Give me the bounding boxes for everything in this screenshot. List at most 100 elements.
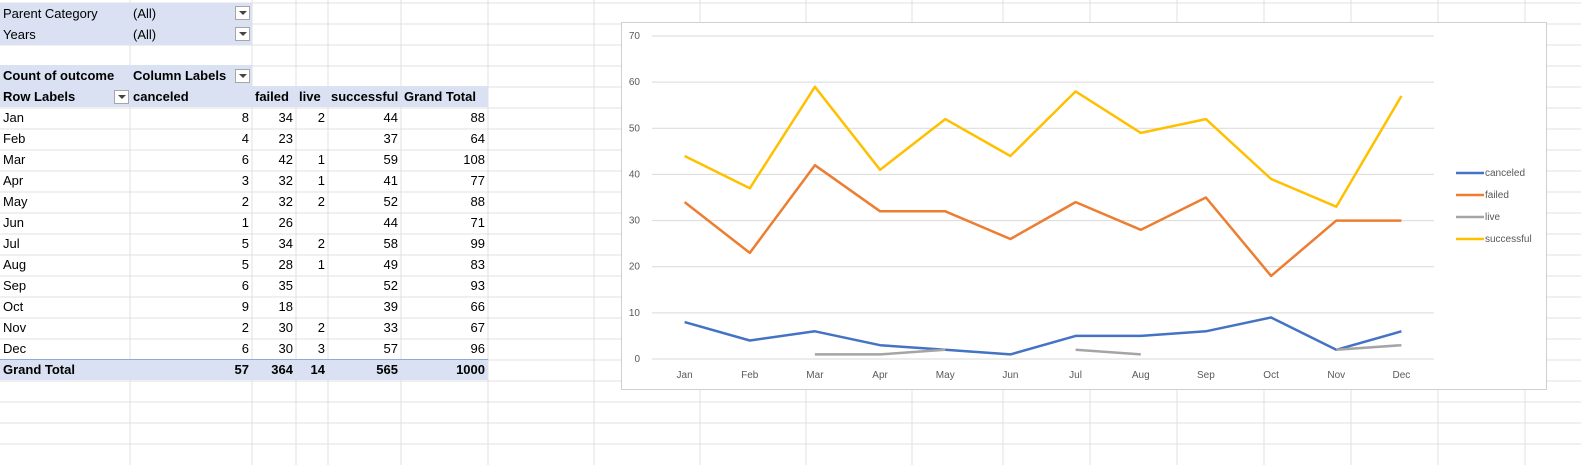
pivot-value-cell: 32: [278, 173, 293, 188]
pivot-value-cell: 44: [383, 110, 398, 125]
y-tick-label: 30: [629, 216, 641, 227]
pivot-value-cell: [296, 212, 328, 233]
column-labels-filter-dropdown[interactable]: [235, 69, 250, 83]
pivot-value-cell: 96: [470, 341, 485, 356]
grand-total-cell: 565: [376, 362, 398, 377]
row-labels-filter-dropdown[interactable]: [114, 90, 129, 104]
pivot-value-cell: 41: [383, 173, 398, 188]
pivot-row-label: Nov: [3, 320, 27, 335]
pivot-row-labels: Row Labels: [3, 89, 76, 104]
pivot-row-label: May: [3, 194, 28, 209]
pivot-value-cell: 2: [317, 236, 325, 251]
legend-label-live: live: [1485, 212, 1500, 223]
pivot-col-successful: successful: [331, 89, 399, 104]
pivot-row-label: Sep: [3, 278, 27, 293]
y-tick-label: 60: [629, 77, 641, 88]
pivot-value-cell: 42: [278, 152, 293, 167]
series-line-live: [1075, 348, 1141, 356]
series-line-failed: [683, 163, 1402, 278]
series-line-canceled: [684, 316, 1402, 356]
pivot-value-cell: 34: [278, 110, 293, 125]
pivot-row-label: Dec: [3, 341, 27, 356]
filter-parent-category-dropdown[interactable]: [235, 6, 250, 20]
pivot-row-label: Jul: [3, 236, 20, 251]
pivot-value-cell: 1: [241, 215, 249, 230]
pivot-value-cell: 2: [317, 320, 325, 335]
x-tick-label: Sep: [1197, 370, 1215, 381]
pivot-value-cell: 35: [278, 278, 293, 293]
x-tick-label: Feb: [741, 370, 759, 381]
y-tick-label: 50: [629, 123, 641, 134]
legend-label-canceled: canceled: [1485, 168, 1525, 179]
filter-years-value: (All): [130, 24, 252, 45]
pivot-column-labels: Column Labels: [133, 68, 227, 83]
pivot-value-cell: 67: [470, 320, 485, 335]
filter-parent-category-label: Parent Category: [0, 3, 130, 24]
pivot-value-cell: 66: [470, 299, 485, 314]
pivot-value-cell: [296, 128, 328, 149]
filter-years-dropdown[interactable]: [235, 27, 250, 41]
pivot-value-cell: 1: [317, 152, 325, 167]
pivot-value-cell: 3: [241, 173, 249, 188]
pivot-value-cell: 83: [470, 257, 485, 272]
y-tick-label: 70: [629, 31, 641, 42]
pivot-value-cell: 49: [383, 257, 398, 272]
pivot-value-cell: 4: [241, 131, 249, 146]
pivot-row-label: Apr: [3, 173, 24, 188]
line-chart[interactable]: 0 10 20 30 40 50 60 70 Jan Feb Mar Apr May Jun Jul Aug S…: [621, 22, 1547, 390]
pivot-value-cell: 28: [278, 257, 293, 272]
pivot-row-label: Feb: [3, 131, 26, 146]
pivot-value-cell: 88: [470, 110, 485, 125]
chart-plot: 0 10 20 30 40 50 60 70 Jan Feb Mar Apr May Jun Jul Aug S…: [629, 31, 1532, 381]
pivot-value-cell: 39: [383, 299, 398, 314]
pivot-value-cell: 77: [470, 173, 485, 188]
pivot-value-cell: 6: [241, 341, 249, 356]
pivot-col-canceled: canceled: [133, 89, 189, 104]
filter-parent-category-value: (All): [130, 3, 252, 24]
x-tick-label: Dec: [1393, 370, 1411, 381]
pivot-row-label: Jan: [3, 110, 24, 125]
pivot-value-cell: 58: [383, 236, 398, 251]
legend-label-successful: successful: [1485, 234, 1532, 245]
pivot-row-label: Jun: [3, 215, 24, 230]
pivot-value-cell: 9: [241, 299, 249, 314]
series-line-live: [1336, 343, 1402, 352]
pivot-value-cell: 5: [241, 257, 249, 272]
pivot-value-cell: 93: [470, 278, 485, 293]
pivot-header-band-1: [0, 65, 252, 86]
pivot-value-cell: 30: [278, 320, 293, 335]
pivot-value-cell: 108: [463, 152, 485, 167]
grand-total-cell: 14: [310, 362, 325, 377]
pivot-value-cell: 5: [241, 236, 249, 251]
x-tick-label: Jul: [1069, 370, 1082, 381]
pivot-value-cell: 99: [470, 236, 485, 251]
y-tick-label: 40: [629, 169, 641, 180]
pivot-value-cell: 1: [317, 173, 325, 188]
x-tick-label: Apr: [872, 370, 888, 381]
grand-total-cell: 364: [271, 362, 293, 377]
x-tick-label: Mar: [806, 370, 824, 381]
pivot-col-failed: failed: [255, 89, 289, 104]
pivot-value-cell: 34: [278, 236, 293, 251]
pivot-value-cell: 44: [383, 215, 398, 230]
pivot-value-cell: 2: [241, 194, 249, 209]
pivot-value-cell: 57: [383, 341, 398, 356]
pivot-value-cell: 71: [470, 215, 485, 230]
pivot-value-cell: 52: [383, 278, 398, 293]
pivot-value-cell: 33: [383, 320, 398, 335]
y-tick-label: 10: [629, 308, 641, 319]
x-tick-label: Jan: [677, 370, 693, 381]
pivot-value-cell: [296, 275, 328, 296]
pivot-value-cell: 88: [470, 194, 485, 209]
grand-total-cell: 1000: [456, 362, 485, 377]
pivot-value-cell: 18: [278, 299, 293, 314]
grand-total-band: [0, 359, 488, 380]
pivot-row-label: Aug: [3, 257, 27, 272]
pivot-value-cell: 59: [383, 152, 398, 167]
pivot-value-cell: 6: [241, 278, 249, 293]
x-tick-label: Aug: [1132, 370, 1150, 381]
pivot-value-cell: 64: [470, 131, 485, 146]
pivot-corner-label: Count of outcome: [3, 68, 115, 83]
series-line-live: [814, 348, 946, 356]
x-tick-label: Oct: [1263, 370, 1279, 381]
